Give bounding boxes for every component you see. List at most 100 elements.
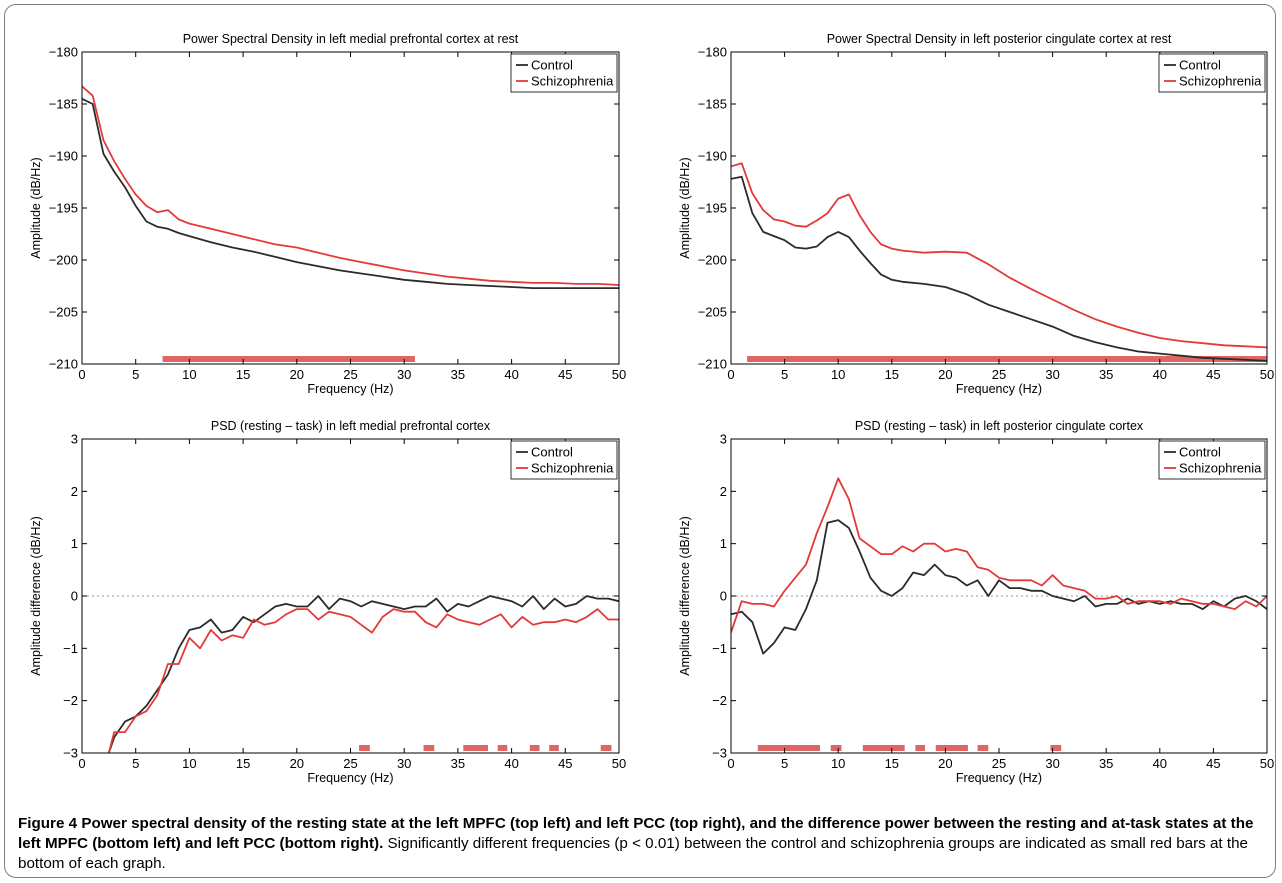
panel-3-significance-bar-5: [529, 745, 540, 751]
panel-4-xtick-label-7: 35: [1099, 756, 1113, 771]
panel-4-xtick-label-5: 25: [992, 756, 1006, 771]
panel-2-xtick-label-5: 25: [992, 367, 1006, 382]
panel-3-xtick-label-8: 40: [504, 756, 518, 771]
panel-4-ytick-label-2: −1: [712, 641, 727, 656]
panel-1-legend-label-schizophrenia: Schizophrenia: [531, 74, 614, 89]
panel-4-xtick-label-10: 50: [1260, 756, 1274, 771]
panel-4-significance-bar-7: [1050, 745, 1062, 751]
panel-2-xtick-label-3: 15: [885, 367, 899, 382]
panel-1-ytick-label-4: −190: [49, 149, 78, 164]
panel-1-xtick-label-2: 10: [182, 367, 196, 382]
panel-1-legend-label-control: Control: [531, 58, 573, 73]
panel-2-ytick-label-6: −180: [698, 45, 727, 60]
panel-3-significance-bar-3: [463, 745, 488, 751]
panel-3-xtick-label-3: 15: [236, 756, 250, 771]
panel-1-significance-bar-1: [162, 356, 415, 362]
panel-2-legend-label-schizophrenia: Schizophrenia: [1179, 74, 1262, 89]
panel-3-legend-label-schizophrenia: Schizophrenia: [531, 461, 614, 476]
panel-4-ytick-label-1: −2: [712, 693, 727, 708]
caption-label: Figure 4: [18, 815, 78, 832]
panel-1-ytick-label-2: −200: [49, 253, 78, 268]
panel-1-ytick-label-5: −185: [49, 97, 78, 112]
panel-1-xtick-label-1: 5: [132, 367, 139, 382]
panel-4-ytick-label-6: 3: [720, 432, 727, 447]
panel-4-significance-bar-1: [757, 745, 820, 751]
panel-3-ytick-label-1: −2: [63, 693, 78, 708]
panel-3-legend-label-control: Control: [531, 445, 573, 460]
panel-2-ytick-label-3: −195: [698, 201, 727, 216]
panel-2-xtick-label-4: 20: [938, 367, 952, 382]
panel-3-ylabel: Amplitude difference (dB/Hz): [29, 516, 43, 676]
panel-4-xtick-label-4: 20: [938, 756, 952, 771]
panel-4-significance-bar-3: [862, 745, 905, 751]
panel-3-significance-bar-7: [600, 745, 612, 751]
panel-3-ytick-label-4: 1: [71, 536, 78, 551]
panel-3-significance-bar-2: [423, 745, 435, 751]
panel-1-ylabel: Amplitude (dB/Hz): [29, 157, 43, 258]
panel-1-xtick-label-8: 40: [504, 367, 518, 382]
panel-1-xtick-label-5: 25: [343, 367, 357, 382]
panel-2-ytick-label-4: −190: [698, 149, 727, 164]
panel-2-ytick-label-2: −200: [698, 253, 727, 268]
panel-2-legend-label-control: Control: [1179, 58, 1221, 73]
panel-2-xtick-label-2: 10: [831, 367, 845, 382]
panel-2-line-schizophrenia: [731, 162, 1267, 349]
panel-3-ytick-label-0: −3: [63, 746, 78, 761]
panel-4-legend-box: [1158, 440, 1266, 480]
panel-3-xtick-label-9: 45: [558, 756, 572, 771]
panel-1-xtick-label-3: 15: [236, 367, 250, 382]
panel-4-ytick-label-0: −3: [712, 746, 727, 761]
panel-2-xlabel: Frequency (Hz): [956, 382, 1042, 396]
panel-4-xtick-label-1: 5: [781, 756, 788, 771]
panel-3-legend-box: [510, 440, 618, 480]
panel-4-line-schizophrenia: [731, 477, 1267, 633]
panel-2-line-control: [731, 175, 1267, 362]
panel-1: Power Spectral Density in left medial pr…: [29, 32, 626, 396]
panel-4-ytick-label-3: 0: [720, 589, 727, 604]
panel-2-ytick-label-0: −210: [698, 357, 727, 372]
panel-1-xtick-label-4: 20: [290, 367, 304, 382]
panel-4-legend-label-control: Control: [1179, 445, 1221, 460]
panel-2: Power Spectral Density in left posterior…: [678, 32, 1274, 396]
panel-2-ylabel: Amplitude (dB/Hz): [678, 157, 692, 258]
panel-3-xtick-label-6: 30: [397, 756, 411, 771]
panel-4-significance-bar-4: [915, 745, 926, 751]
panel-4-title: PSD (resting – task) in left posterior c…: [855, 419, 1144, 433]
panel-3: PSD (resting – task) in left medial pref…: [29, 419, 626, 785]
panel-4-ylabel: Amplitude difference (dB/Hz): [678, 516, 692, 676]
panel-3-xtick-label-10: 50: [612, 756, 626, 771]
panel-2-significance-bar-1: [747, 356, 1267, 362]
panel-1-xtick-label-9: 45: [558, 367, 572, 382]
panel-3-xtick-label-5: 25: [343, 756, 357, 771]
figure-caption: Figure 4 Power spectral density of the r…: [18, 814, 1263, 874]
panel-1-axes-box: [81, 51, 620, 365]
panel-4-significance-bar-2: [830, 745, 842, 751]
panel-2-xtick-label-7: 35: [1099, 367, 1113, 382]
panel-1-xlabel: Frequency (Hz): [307, 382, 393, 396]
panel-2-xtick-label-10: 50: [1260, 367, 1274, 382]
panel-4-ytick-label-4: 1: [720, 536, 727, 551]
panel-3-xtick-label-4: 20: [290, 756, 304, 771]
panel-2-legend-box: [1158, 53, 1266, 93]
panel-1-xtick-label-6: 30: [397, 367, 411, 382]
panel-4-xtick-label-9: 45: [1206, 756, 1220, 771]
panel-3-ytick-label-2: −1: [63, 641, 78, 656]
panel-4-ytick-label-5: 2: [720, 484, 727, 499]
panel-4-xtick-label-8: 40: [1153, 756, 1167, 771]
panel-1-ytick-label-3: −195: [49, 201, 78, 216]
panel-3-significance-bar-4: [497, 745, 508, 751]
panel-2-title: Power Spectral Density in left posterior…: [827, 32, 1172, 46]
panel-1-legend-box: [510, 53, 618, 93]
panel-3-xtick-label-0: 0: [78, 756, 85, 771]
panel-4-line-control: [731, 519, 1267, 655]
panel-3-xlabel: Frequency (Hz): [307, 771, 393, 785]
panel-4-significance-bar-5: [935, 745, 968, 751]
panel-4: PSD (resting – task) in left posterior c…: [678, 419, 1274, 785]
panel-1-ytick-label-6: −180: [49, 45, 78, 60]
panel-4-legend-label-schizophrenia: Schizophrenia: [1179, 461, 1262, 476]
